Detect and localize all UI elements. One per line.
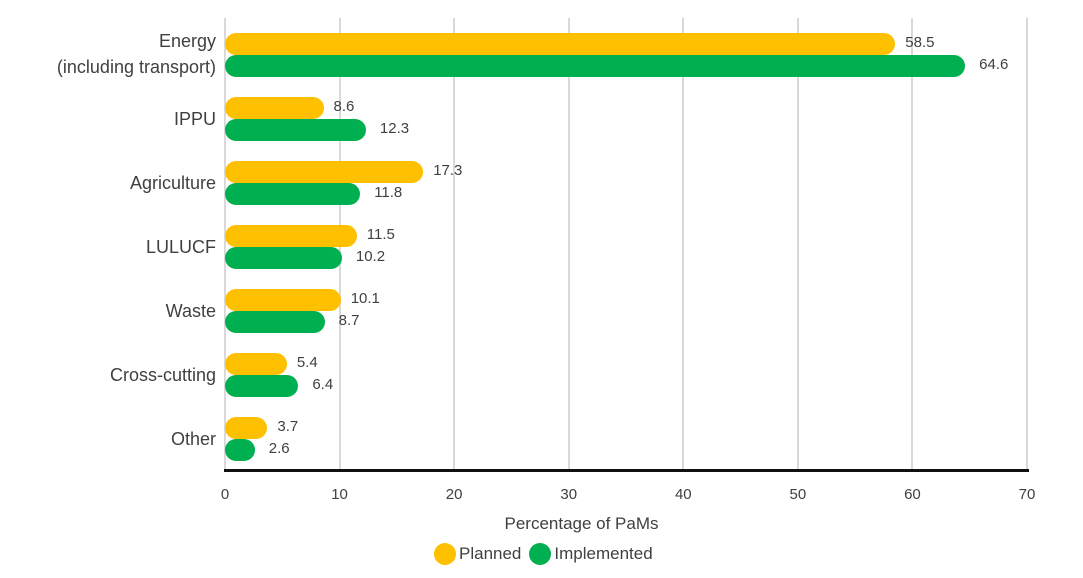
x-tick-label: 60: [904, 486, 921, 503]
gridline: [682, 18, 685, 470]
bar-planned: [225, 161, 424, 183]
category-label: Agriculture: [129, 173, 216, 193]
data-label: 3.7: [277, 418, 299, 435]
gridline: [796, 18, 799, 470]
legend: Planned Implemented: [434, 543, 661, 565]
data-label: 11.8: [374, 184, 403, 201]
data-label: 8.6: [333, 98, 355, 115]
bar-planned: [225, 289, 341, 311]
data-label: 10.2: [355, 248, 386, 265]
gridline: [1026, 18, 1028, 470]
data-label: 5.4: [296, 354, 318, 371]
data-label: 12.3: [379, 120, 410, 137]
bar-implemented: [225, 55, 966, 77]
x-tick-label: 70: [1018, 486, 1036, 503]
bar-planned: [225, 417, 268, 439]
bar-planned: [225, 33, 896, 55]
bar-implemented: [225, 439, 255, 461]
data-label: 17.3: [433, 162, 463, 179]
legend-label: Planned: [459, 544, 522, 563]
data-label: 8.7: [338, 312, 360, 329]
category-label: IPPU: [173, 109, 216, 129]
data-label: 64.6: [979, 56, 1009, 73]
x-tick-label: 10: [331, 486, 348, 503]
gridline: [567, 18, 570, 470]
category-label: LULUCF: [145, 237, 216, 257]
bar-planned: [225, 97, 324, 119]
category-label: Cross-cutting: [109, 365, 216, 385]
x-tick-label: 0: [220, 486, 230, 503]
data-label: 2.6: [268, 440, 290, 457]
gridline: [911, 18, 914, 470]
data-label: 11.5: [366, 226, 395, 243]
category-label: Waste: [165, 301, 216, 321]
data-label: 10.1: [350, 290, 380, 307]
x-axis-line: [224, 469, 1029, 472]
bar-planned: [225, 353, 287, 375]
legend-item-implemented: Implemented: [529, 543, 653, 565]
data-label: 6.4: [312, 376, 334, 393]
x-tick-label: 50: [789, 486, 807, 503]
x-axis-title: Percentage of PaMs: [504, 514, 659, 533]
gridline: [453, 18, 456, 470]
x-tick-label: 20: [445, 486, 463, 503]
bar-implemented: [225, 183, 361, 205]
x-tick-label: 40: [674, 486, 692, 503]
legend-item-planned: Planned: [434, 543, 521, 565]
bar-implemented: [225, 247, 342, 269]
bar-planned: [225, 225, 357, 247]
legend-swatch-icon: [434, 543, 456, 565]
bar-implemented: [225, 311, 325, 333]
x-tick-label: 30: [560, 486, 578, 503]
category-label: Other: [170, 429, 216, 449]
bar-implemented: [225, 119, 366, 141]
bar-implemented: [225, 375, 299, 397]
gridline: [224, 18, 226, 470]
legend-swatch-icon: [529, 543, 552, 565]
legend-label: Implemented: [554, 544, 653, 563]
data-label: 58.5: [905, 34, 935, 51]
category-label: Energy: [158, 31, 216, 51]
category-label: (including transport): [56, 57, 216, 77]
